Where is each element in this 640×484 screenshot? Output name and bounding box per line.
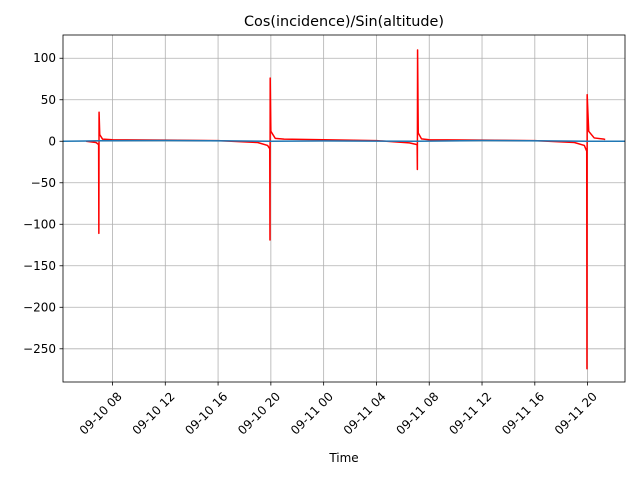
chart-title: Cos(incidence)/Sin(altitude) [244, 14, 444, 30]
x-tick-label: 09-11 16 [499, 389, 547, 437]
x-tick-label: 09-11 12 [446, 389, 494, 437]
x-tick-label: 09-11 08 [394, 389, 442, 437]
x-tick-label: 09-11 00 [288, 389, 336, 437]
y-tick-label: −250 [23, 342, 56, 356]
series-line-1 [62, 139, 625, 143]
x-axis-label: Time [328, 451, 358, 465]
y-tick-label: −50 [31, 176, 56, 190]
x-tick-label: 09-10 12 [130, 389, 178, 437]
x-tick-label: 09-11 04 [341, 389, 389, 437]
grid-lines [63, 35, 625, 382]
axes [59, 34, 626, 386]
y-tick-label: 0 [48, 134, 56, 148]
y-tick-label: −100 [23, 217, 56, 231]
y-tick-label: 50 [41, 93, 56, 107]
x-tick-label: 09-11 20 [552, 389, 600, 437]
x-tick-label: 09-10 08 [77, 389, 125, 437]
x-tick-label: 09-10 20 [235, 389, 283, 437]
y-tick-label: −200 [23, 300, 56, 314]
plot-series [62, 49, 625, 370]
y-tick-label: −150 [23, 259, 56, 273]
series-line-0 [86, 49, 606, 370]
x-tick-label: 09-10 16 [182, 389, 230, 437]
y-tick-label: 100 [33, 51, 56, 65]
plot-frame [62, 34, 626, 383]
